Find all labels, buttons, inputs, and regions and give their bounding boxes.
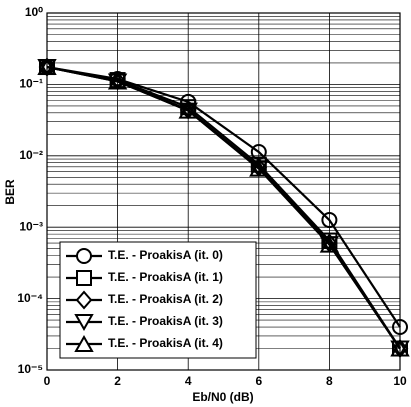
marker [249, 159, 269, 177]
legend-label: T.E. - ProakisA (it. 3) [108, 314, 223, 328]
marker [76, 248, 92, 264]
x-tick-label: 6 [255, 374, 262, 388]
y-tick-label: 10⁻¹ [19, 77, 43, 91]
marker [392, 319, 408, 336]
marker [178, 101, 198, 119]
legend-label: T.E. - ProakisA (it. 2) [108, 292, 223, 306]
marker [74, 334, 94, 352]
marker [321, 212, 338, 229]
legend-label: T.E. - ProakisA (it. 1) [108, 270, 223, 284]
x-tick-label: 10 [393, 374, 407, 388]
y-tick-label: 10⁻² [19, 148, 43, 162]
plot-frame [46, 12, 401, 371]
x-tick-label: 0 [44, 374, 51, 388]
marker [76, 270, 92, 286]
legend: T.E. - ProakisA (it. 0) T.E. - ProakisA (… [59, 241, 257, 359]
y-tick-label: 10⁻⁴ [17, 291, 43, 305]
y-tick-label: 10⁻³ [19, 219, 43, 233]
marker [37, 58, 57, 76]
y-axis-label: BER [3, 179, 17, 205]
legend-label: T.E. - ProakisA (it. 4) [108, 336, 223, 350]
marker [390, 339, 410, 357]
marker [74, 314, 94, 332]
legend-label: T.E. - ProakisA (it. 0) [108, 248, 223, 262]
marker [319, 235, 340, 253]
y-tick-label: 10⁰ [25, 5, 43, 19]
series-line [46, 65, 401, 350]
y-tick-label: 10⁻⁵ [18, 362, 43, 376]
x-tick-label: 2 [114, 374, 121, 388]
x-axis-label: Eb/N0 (dB) [192, 390, 253, 404]
series [37, 58, 410, 357]
marker [75, 290, 93, 310]
marker [107, 72, 128, 90]
x-tick-label: 4 [185, 374, 192, 388]
x-tick-label: 8 [326, 374, 333, 388]
